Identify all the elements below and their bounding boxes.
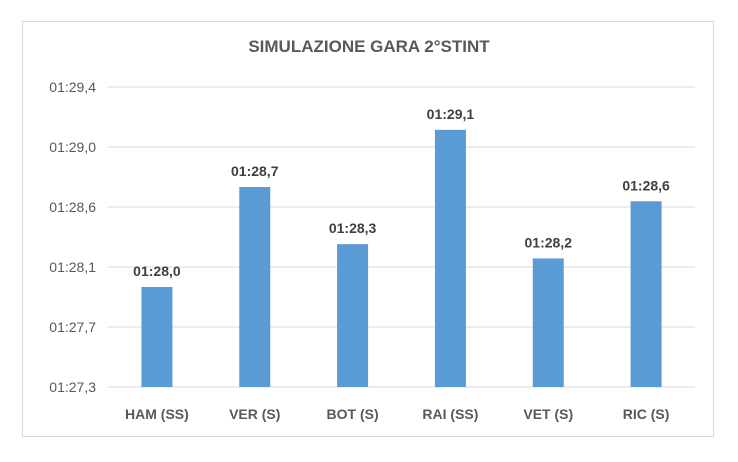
x-axis-categories: HAM (SS) VER (S) BOT (S) RAI (SS) VET (S) RIC… (125, 406, 669, 422)
y-tick-label: 01:27,3 (49, 379, 96, 395)
x-category-label: RAI (SS) (422, 406, 478, 422)
y-tick-label: 01:27,7 (49, 319, 96, 335)
y-tick-label: 01:29,4 (49, 79, 96, 95)
data-label: 01:28,7 (231, 163, 279, 179)
bar (434, 129, 466, 387)
x-category-label: RIC (S) (623, 406, 670, 422)
data-label: 01:28,3 (329, 220, 377, 236)
bar (532, 258, 564, 387)
x-category-label: VET (S) (523, 406, 573, 422)
bar (630, 201, 662, 387)
bar (141, 287, 173, 387)
gridlines (108, 86, 695, 388)
data-label: 01:29,1 (427, 106, 475, 122)
y-tick-label: 01:28,1 (49, 259, 96, 275)
y-tick-label: 01:29,0 (49, 139, 96, 155)
bars (141, 129, 662, 387)
data-label: 01:28,0 (133, 263, 181, 279)
y-axis-ticks: 01:27,3 01:27,7 01:28,1 01:28,6 01:29,0 01:29… (49, 79, 96, 395)
data-labels: 01:28,0 01:28,7 01:28,3 01:29,1 01:28,2 01:28… (133, 106, 670, 279)
bar (239, 187, 271, 387)
y-tick-label: 01:28,6 (49, 199, 96, 215)
data-label: 01:28,6 (622, 177, 670, 193)
x-category-label: BOT (S) (327, 406, 379, 422)
x-category-label: VER (S) (229, 406, 280, 422)
data-label: 01:28,2 (525, 234, 573, 250)
x-category-label: HAM (SS) (125, 406, 189, 422)
bar (337, 244, 369, 387)
chart-title: SIMULAZIONE GARA 2°STINT (248, 37, 490, 56)
